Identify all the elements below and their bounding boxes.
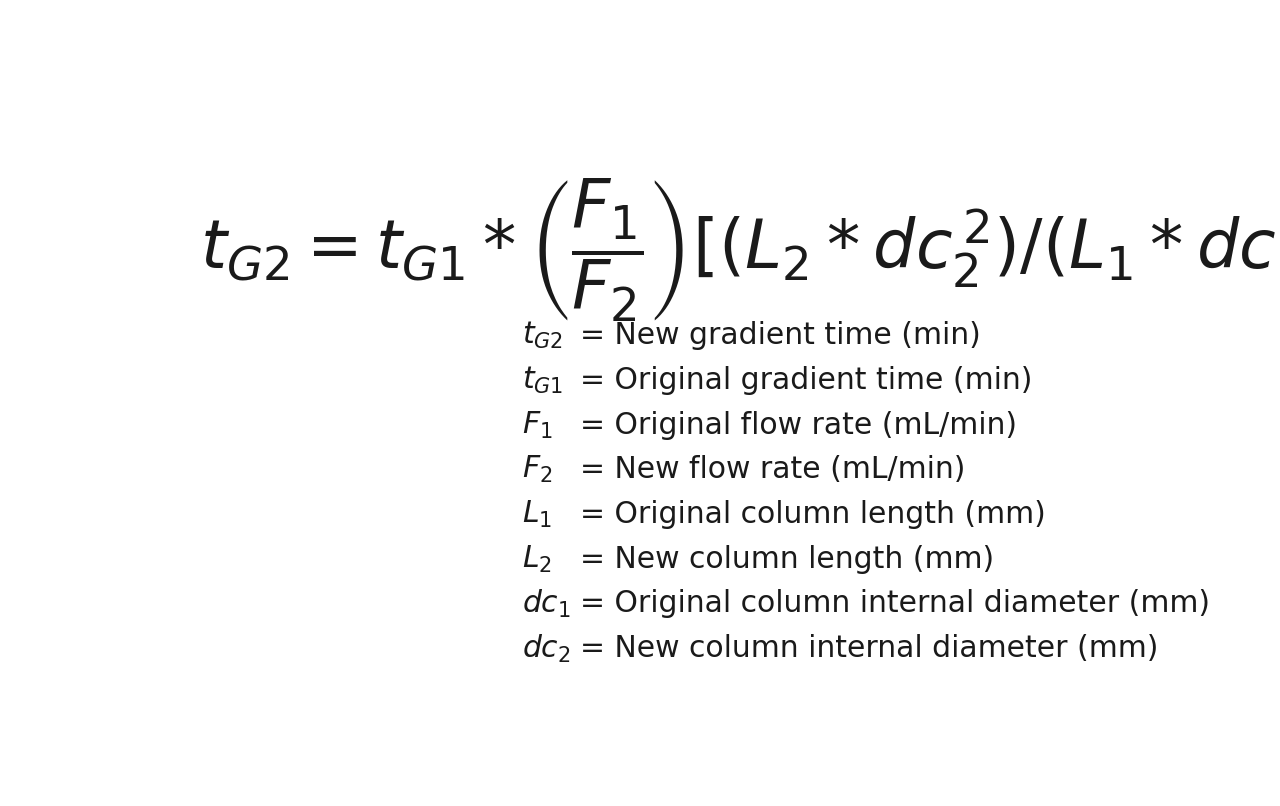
Text: = New column internal diameter (mm): = New column internal diameter (mm) — [580, 634, 1158, 663]
Text: $dc_1$: $dc_1$ — [522, 588, 571, 620]
Text: $L_1$: $L_1$ — [522, 499, 552, 530]
Text: = New gradient time (min): = New gradient time (min) — [580, 321, 980, 350]
Text: $L_2$: $L_2$ — [522, 543, 552, 575]
Text: = New column length (mm): = New column length (mm) — [580, 545, 993, 574]
Text: = Original column length (mm): = Original column length (mm) — [580, 500, 1046, 529]
Text: $F_1$: $F_1$ — [522, 409, 553, 441]
Text: = New flow rate (mL/min): = New flow rate (mL/min) — [580, 455, 965, 484]
Text: $t_{G2} = t_{G1} * \left(\dfrac{F_1}{F_2}\right)[(L_2 * dc_2^{\,2})/(L_1 * dc_1^: $t_{G2} = t_{G1} * \left(\dfrac{F_1}{F_2… — [200, 177, 1280, 325]
Text: $t_{G2}$: $t_{G2}$ — [522, 320, 563, 351]
Text: = Original gradient time (min): = Original gradient time (min) — [580, 366, 1032, 395]
Text: $t_{G1}$: $t_{G1}$ — [522, 365, 563, 396]
Text: $F_2$: $F_2$ — [522, 454, 553, 485]
Text: = Original flow rate (mL/min): = Original flow rate (mL/min) — [580, 410, 1016, 439]
Text: = Original column internal diameter (mm): = Original column internal diameter (mm) — [580, 589, 1210, 618]
Text: $dc_2$: $dc_2$ — [522, 633, 571, 664]
